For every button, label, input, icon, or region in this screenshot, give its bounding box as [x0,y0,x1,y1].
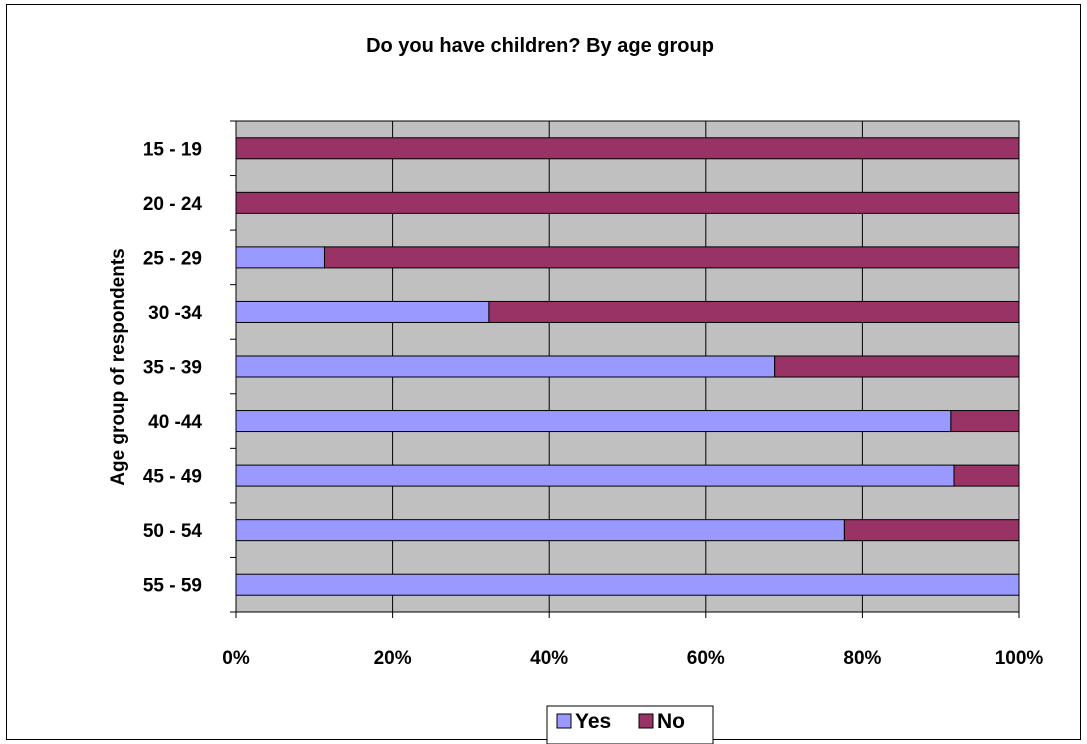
bar-no [950,410,1020,433]
bar-yes [235,246,325,269]
x-tick-label: 100% [995,648,1044,669]
bar-no [843,519,1020,542]
y-tick-label: 15 - 19 [143,139,202,160]
bar-yes [235,464,955,487]
x-tick-label: 0% [222,648,250,669]
x-tick-label: 40% [530,648,568,669]
x-tick-label: 60% [687,648,725,669]
y-tick-label: 25 - 29 [143,248,202,269]
bar-no [235,137,1020,160]
bar-yes [235,300,490,323]
legend-swatch-yes [556,713,572,729]
bar-no [953,464,1020,487]
bar-no [774,355,1020,378]
y-axis-label: Age group of respondents [108,248,129,486]
bars [235,137,1020,596]
y-axis: 15 - 19 20 - 24 25 - 29 30 -34 35 - 39 40 -44… [143,120,237,613]
x-tick-label: 80% [843,648,881,669]
bar-yes [235,355,776,378]
legend-label-yes: Yes [575,710,611,733]
legend-box [546,705,714,744]
x-tick-label: 20% [374,648,412,669]
x-axis: 0% 20% 40% 60% 80% 100% [222,612,1043,669]
y-tick-label: 20 - 24 [143,194,203,215]
chart-title: Do you have children? By age group [366,35,714,57]
y-tick-label: 55 - 59 [143,576,202,597]
y-tick-label: 30 -34 [148,303,202,324]
y-tick-label: 35 - 39 [143,358,202,379]
y-tick-label: 50 - 54 [143,521,203,542]
bar-yes [235,410,952,433]
bar-no [235,191,1020,214]
legend-swatch-no [638,713,654,729]
y-tick-label: 45 - 49 [143,467,202,488]
bar-yes [235,573,1020,596]
legend: Yes No [546,705,714,744]
bar-yes [235,519,845,542]
bar-no [488,300,1020,323]
bar-no [323,246,1020,269]
y-tick-label: 40 -44 [148,412,202,433]
legend-label-no: No [657,710,685,733]
